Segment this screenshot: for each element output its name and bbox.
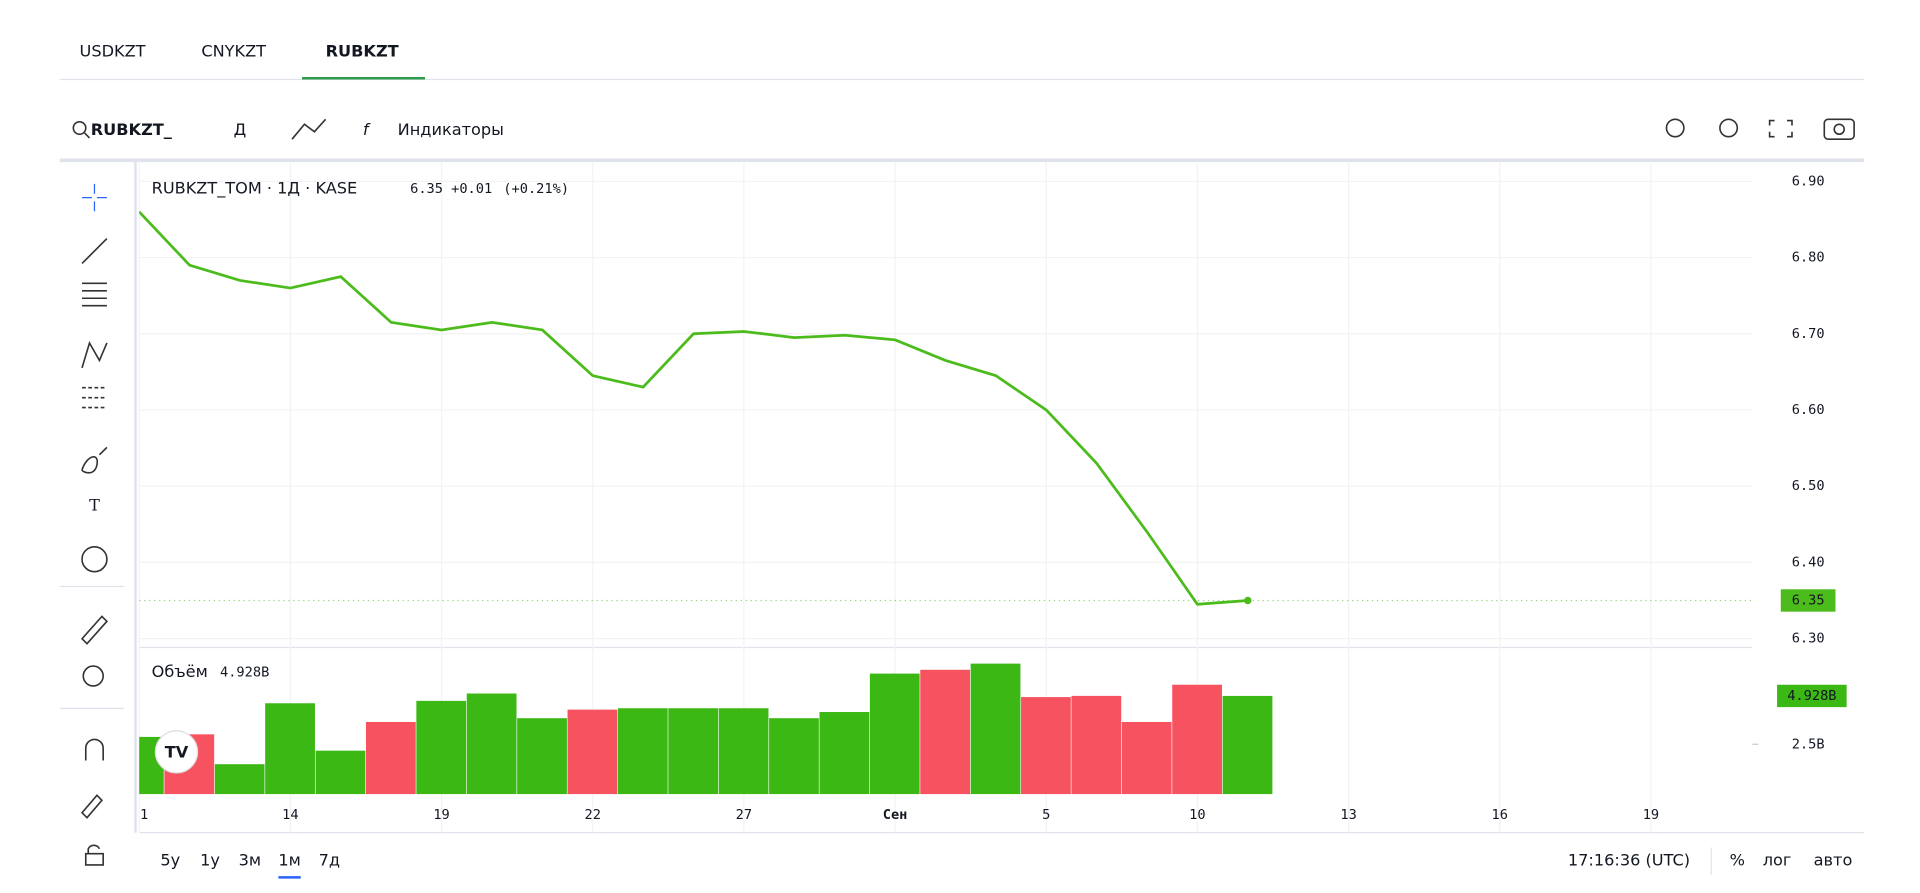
volume-bar bbox=[1172, 684, 1222, 795]
legend-last: 6.35 bbox=[410, 181, 443, 197]
x-tick-label: 19 bbox=[1643, 807, 1659, 823]
x-tick-label: 14 bbox=[282, 807, 298, 823]
legend-change: +0.01 bbox=[451, 181, 492, 197]
y-tick-label: 6.30 bbox=[1792, 631, 1825, 647]
tv-logo bbox=[154, 730, 199, 774]
chart-type-icon[interactable] bbox=[291, 118, 327, 140]
price-tag bbox=[1780, 589, 1836, 612]
volume-bar bbox=[1121, 721, 1172, 795]
volume-bar bbox=[315, 750, 366, 795]
y-tick-label: 6.70 bbox=[1792, 326, 1825, 342]
volume-value: 4.928B bbox=[220, 664, 269, 680]
volume-bar bbox=[517, 718, 567, 795]
search-icon bbox=[72, 120, 87, 136]
y-tick-label: 6.80 bbox=[1792, 250, 1825, 266]
price-line bbox=[139, 210, 1248, 606]
emoji-tool[interactable] bbox=[81, 545, 108, 573]
tv-logo: TV bbox=[165, 743, 189, 762]
fx-icon: f bbox=[363, 120, 371, 139]
range-button[interactable]: 3м bbox=[239, 851, 261, 870]
volume-bar bbox=[1021, 697, 1071, 795]
y-tick-label: 2.5B bbox=[1792, 736, 1825, 752]
log-toggle[interactable]: лог bbox=[1763, 851, 1792, 870]
legend-change-pct: (+0.21%) bbox=[503, 181, 569, 197]
volume-bar bbox=[819, 712, 870, 795]
x-tick-label: 22 bbox=[584, 807, 600, 823]
tab-active[interactable]: RUBKZT bbox=[326, 42, 399, 61]
brush-tool[interactable] bbox=[81, 446, 108, 474]
x-tick-label: 5 bbox=[1042, 807, 1050, 823]
x-tick-label: 10 bbox=[1189, 807, 1205, 823]
price-tag-label: 6.35 bbox=[1792, 592, 1825, 608]
y-tick-label: 6.90 bbox=[1792, 173, 1825, 189]
y-tick-label: 6.60 bbox=[1792, 402, 1825, 418]
legend-symbol: RUBKZT_TOM · 1Д · KASE bbox=[152, 178, 358, 198]
volume-bar bbox=[365, 721, 416, 795]
volume-bar bbox=[970, 663, 1021, 795]
volume-bar bbox=[466, 693, 517, 795]
y-tick-label: 6.50 bbox=[1792, 478, 1825, 494]
volume-tag-label: 4.928B bbox=[1787, 688, 1836, 704]
zoom-tool[interactable] bbox=[82, 665, 104, 687]
interval[interactable]: Д bbox=[234, 120, 247, 139]
tab[interactable]: USDKZT bbox=[80, 42, 146, 61]
pencil-lock-tool[interactable] bbox=[80, 794, 104, 819]
volume-bar bbox=[214, 764, 265, 795]
x-tick-label: Сен bbox=[883, 807, 908, 823]
x-tick-label: 13 bbox=[1340, 807, 1356, 823]
volume-bar bbox=[920, 669, 971, 795]
volume-bar bbox=[1222, 695, 1273, 795]
pattern-tool[interactable] bbox=[81, 340, 108, 369]
fullscreen-icon[interactable] bbox=[1768, 119, 1793, 138]
search-icon bbox=[83, 132, 91, 139]
y-tick-label: 6.40 bbox=[1792, 554, 1825, 570]
last-point bbox=[1244, 596, 1252, 605]
indicators[interactable]: Индикаторы bbox=[398, 120, 504, 139]
volume-bar bbox=[265, 703, 315, 795]
volume-label: Объём bbox=[152, 662, 208, 681]
volume-bar bbox=[1071, 695, 1122, 795]
volume-bar bbox=[617, 708, 668, 795]
volume-bar bbox=[769, 718, 819, 795]
text-tool[interactable]: T bbox=[89, 495, 100, 514]
magnet-tool[interactable] bbox=[84, 738, 104, 761]
plot-area bbox=[139, 210, 1273, 795]
lock-tool[interactable] bbox=[84, 844, 104, 866]
symbol-search[interactable]: RUBKZT_ bbox=[91, 120, 173, 139]
x-tick-label: 27 bbox=[736, 807, 752, 823]
x-tick-label: 16 bbox=[1492, 807, 1508, 823]
auto-toggle[interactable]: авто bbox=[1814, 851, 1853, 870]
fib-tool[interactable] bbox=[82, 282, 107, 307]
volume-bar bbox=[869, 673, 920, 795]
toolbar-right bbox=[1665, 118, 1855, 140]
drawing-tools: T bbox=[59, 183, 125, 866]
camera-icon[interactable] bbox=[1823, 118, 1855, 140]
volume-bar bbox=[416, 700, 467, 795]
volume-tag bbox=[1777, 684, 1847, 708]
ruler-tool[interactable] bbox=[80, 615, 109, 645]
clock: 17:16:36 (UTC) bbox=[1568, 851, 1690, 870]
icon[interactable] bbox=[1665, 118, 1685, 138]
projection-tool[interactable] bbox=[82, 386, 107, 409]
volume-bar bbox=[718, 708, 769, 795]
volume-bar bbox=[567, 709, 618, 795]
line-tool[interactable] bbox=[81, 238, 108, 265]
settings-icon[interactable] bbox=[1719, 118, 1739, 138]
volume-bar bbox=[668, 708, 719, 795]
camera-icon bbox=[1833, 123, 1845, 136]
x-tick-label: 19 bbox=[433, 807, 449, 823]
range-button[interactable]: 1y bbox=[200, 851, 220, 870]
range-button[interactable]: 7д bbox=[319, 851, 340, 870]
x-tick-label: 1 bbox=[140, 807, 148, 823]
range-button[interactable]: 1м bbox=[278, 851, 300, 870]
percent-toggle[interactable]: % bbox=[1730, 851, 1745, 870]
crosshair-tool[interactable] bbox=[82, 183, 107, 212]
range-button[interactable]: 5y bbox=[160, 851, 180, 870]
tab[interactable]: CNYKZT bbox=[201, 42, 266, 61]
